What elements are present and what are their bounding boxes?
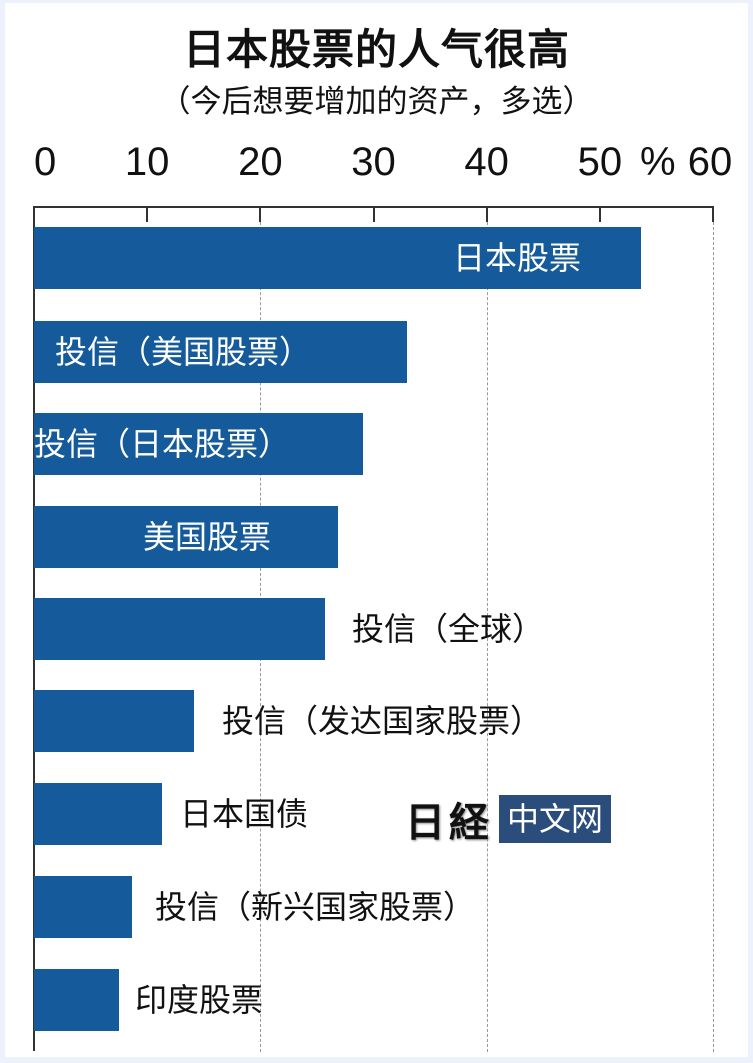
bar-label: 投信（美国股票） — [55, 333, 312, 371]
bar-label: 投信（全球） — [352, 610, 545, 648]
bar — [34, 598, 325, 660]
bar-label: 日本股票 — [453, 239, 582, 277]
bar-label: 投信（新兴国家股票） — [155, 888, 476, 926]
watermark-logo: 日経 中文网 — [405, 790, 612, 848]
x-tick-label: 10 — [124, 140, 170, 184]
x-tick-label: 0 — [34, 140, 57, 184]
chinese-site-label: 中文网 — [499, 795, 612, 843]
bar — [34, 969, 119, 1031]
bar — [34, 227, 641, 289]
bar — [34, 506, 339, 568]
bar-label: 投信（发达国家股票） — [222, 702, 543, 740]
x-tick-label: 20 — [238, 140, 283, 184]
bar-label: 印度股票 — [135, 981, 264, 1019]
x-tick-mark — [712, 206, 714, 222]
nikkei-mark: 日経 — [405, 799, 493, 846]
unit-label: % — [640, 140, 676, 184]
bar-label: 投信（日本股票） — [34, 425, 291, 463]
bar-label: 日本国债 — [180, 795, 309, 833]
chart-subtitle: （今后想要增加的资产，多选） — [159, 84, 594, 120]
x-tick-label: 50 — [577, 140, 623, 184]
x-tick-mark — [259, 206, 262, 222]
bar — [34, 321, 408, 383]
x-axis-line — [34, 206, 713, 208]
bar — [34, 690, 194, 752]
bar — [34, 783, 162, 845]
gridline — [486, 222, 488, 1052]
gridline — [713, 222, 714, 1052]
x-tick-label: 30 — [351, 140, 396, 184]
bar — [34, 413, 364, 475]
x-tick-mark — [372, 206, 375, 222]
bar — [34, 876, 133, 938]
x-tick-label: 40 — [464, 140, 509, 184]
chart-title: 日本股票的人气很高 — [182, 25, 570, 74]
x-tick-mark — [598, 206, 601, 222]
bar-label: 美国股票 — [143, 518, 272, 556]
x-tick-label: 60 — [687, 140, 733, 184]
x-tick-mark — [146, 206, 149, 222]
x-tick-mark — [485, 206, 488, 222]
